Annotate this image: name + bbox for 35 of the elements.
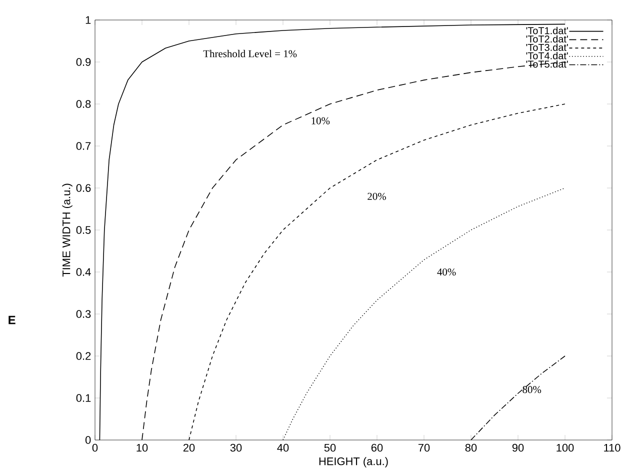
x-tick-label: 110	[604, 444, 620, 452]
y-tick-label: 0	[85, 436, 91, 444]
y-axis-title: TIME WIDTH (a.u.)	[62, 184, 72, 277]
y-tick-label: 0.3	[76, 310, 91, 318]
y-tick-label: 0.5	[76, 226, 91, 234]
y-tick-label: 0.7	[76, 142, 91, 150]
x-tick-label: 10	[136, 444, 148, 452]
annotation: 40%	[437, 268, 456, 276]
x-tick-label: 20	[183, 444, 195, 452]
y-tick-label: 1	[86, 16, 91, 24]
x-tick-label: 80	[465, 444, 477, 452]
x-tick-label: 0	[92, 444, 98, 452]
annotation: 20%	[368, 192, 386, 200]
annotation: 80%	[522, 386, 542, 394]
x-tick-label: 100	[556, 444, 574, 452]
y-tick-label: 0.9	[76, 58, 91, 66]
legend-label: 'ToT4.dat'	[526, 52, 568, 60]
y-tick-label: 0.8	[76, 100, 91, 108]
x-axis-title: HEIGHT (a.u.)	[319, 457, 388, 468]
x-tick-label: 60	[371, 444, 383, 452]
legend-label: 'ToT3.dat'	[526, 44, 568, 51]
y-tick-label: 0.4	[76, 268, 91, 276]
y-tick-label: 0.6	[76, 184, 91, 192]
x-tick-label: 40	[277, 444, 289, 452]
x-tick-label: 50	[324, 444, 336, 452]
annotation: Threshold Level = 1%	[203, 50, 297, 58]
legend-label: 'ToT2.dat'	[526, 35, 568, 43]
annotation: 10%	[312, 117, 330, 124]
legend-label: 'ToT1.dat'	[526, 26, 568, 34]
x-tick-label: 30	[230, 444, 242, 452]
y-tick-label: 0.2	[76, 352, 91, 360]
x-tick-label: 90	[512, 444, 524, 452]
text: E	[8, 316, 16, 324]
x-tick-label: 70	[418, 444, 430, 452]
y-tick-label: 0.1	[76, 394, 91, 402]
